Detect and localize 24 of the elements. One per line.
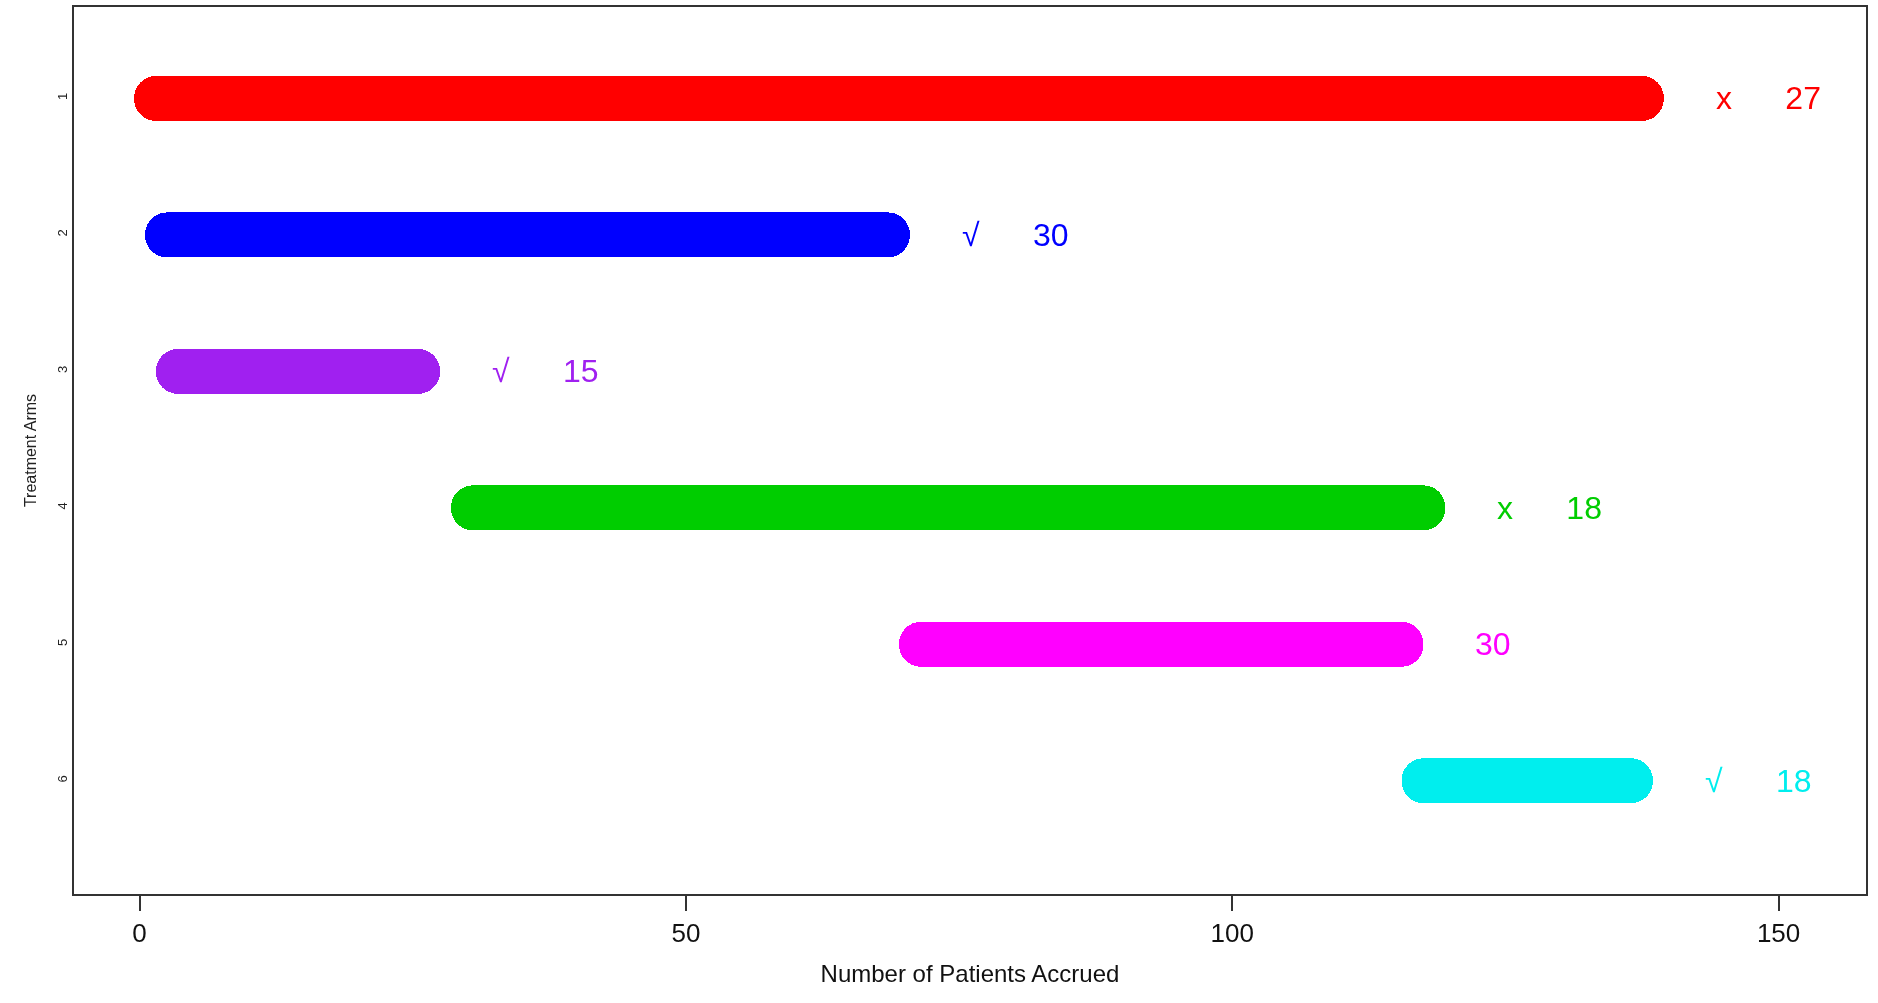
x-tick-label: 150 bbox=[1756, 918, 1801, 949]
y-tick-label: 1 bbox=[54, 92, 70, 101]
bar bbox=[155, 348, 441, 394]
y-tick-label: 2 bbox=[54, 229, 70, 237]
annotation: x 27 bbox=[1716, 80, 1821, 116]
bar bbox=[145, 212, 910, 258]
annotation: x 18 bbox=[1497, 490, 1602, 526]
x-tick-label: 0 bbox=[132, 918, 147, 949]
bar bbox=[134, 75, 1664, 121]
y-tick-label: 4 bbox=[54, 502, 70, 510]
annotation: √ 30 bbox=[962, 217, 1069, 253]
bar bbox=[450, 485, 1446, 531]
bar bbox=[1401, 758, 1653, 804]
x-axis-title: Number of Patients Accrued bbox=[820, 960, 1120, 987]
annotation: √ 15 bbox=[492, 353, 599, 389]
annotation: 30 bbox=[1475, 626, 1511, 662]
y-axis-title: Treatment Arms bbox=[22, 393, 40, 508]
x-tick-label: 50 bbox=[671, 918, 701, 949]
annotation: √ 18 bbox=[1705, 763, 1812, 799]
x-tick-label: 100 bbox=[1210, 918, 1254, 949]
y-tick-label: 5 bbox=[54, 638, 70, 646]
bar bbox=[898, 621, 1424, 667]
y-tick-label: 3 bbox=[54, 365, 70, 374]
y-tick-label: 6 bbox=[54, 775, 70, 783]
